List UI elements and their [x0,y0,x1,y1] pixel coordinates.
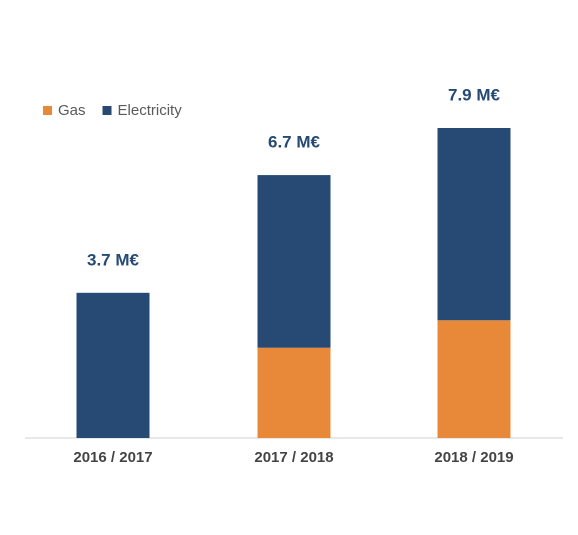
total-label: 3.7 M€ [87,250,140,269]
bar-segment [437,320,511,438]
bar-segment [437,128,511,321]
x-tick-label: 2018 / 2019 [434,449,513,466]
bar-segment [76,292,150,438]
legend-label: Electricity [118,102,183,119]
legend-swatch [102,106,112,115]
legend-label: Gas [58,102,86,119]
bar-segment [257,347,331,438]
total-label: 6.7 M€ [268,133,321,152]
bar-segment [257,175,331,348]
legend-swatch [43,106,52,115]
total-label: 7.9 M€ [448,85,501,104]
x-tick-label: 2016 / 2017 [73,449,152,466]
x-tick-label: 2017 / 2018 [254,449,333,466]
